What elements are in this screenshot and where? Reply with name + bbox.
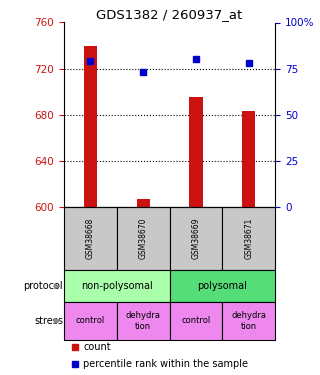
Bar	[117, 302, 170, 339]
Bar	[189, 98, 203, 207]
Text: non-polysomal: non-polysomal	[81, 281, 153, 291]
Text: control: control	[76, 316, 105, 325]
Text: polysomal: polysomal	[197, 281, 247, 291]
Bar	[137, 199, 150, 207]
Bar	[64, 270, 170, 302]
Title: GDS1382 / 260937_at: GDS1382 / 260937_at	[96, 8, 243, 21]
Text: protocol: protocol	[23, 281, 63, 291]
Text: GSM38668: GSM38668	[86, 218, 95, 259]
Bar	[64, 302, 117, 339]
Bar	[84, 45, 97, 207]
Bar	[170, 302, 222, 339]
Bar	[117, 207, 170, 270]
Text: dehydra
tion: dehydra tion	[231, 311, 266, 330]
Text: percentile rank within the sample: percentile rank within the sample	[83, 359, 248, 369]
Bar	[222, 302, 275, 339]
Text: GSM38670: GSM38670	[139, 218, 148, 259]
Text: GSM38669: GSM38669	[191, 218, 201, 259]
Bar	[64, 207, 117, 270]
Text: stress: stress	[34, 316, 63, 326]
Text: count: count	[83, 342, 111, 351]
Bar	[242, 111, 255, 207]
Bar	[170, 207, 222, 270]
Text: GSM38671: GSM38671	[244, 218, 253, 259]
Text: control: control	[181, 316, 211, 325]
Text: dehydra
tion: dehydra tion	[126, 311, 161, 330]
Bar	[222, 207, 275, 270]
Bar	[170, 270, 275, 302]
